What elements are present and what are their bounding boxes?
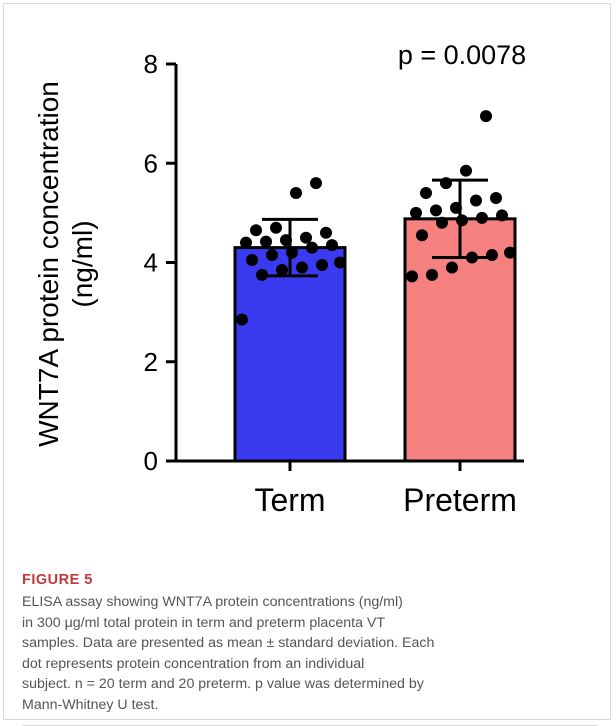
x-label-preterm: Preterm <box>403 482 517 518</box>
data-point-term-16 <box>320 226 332 239</box>
data-point-term-5 <box>316 258 328 271</box>
y-tick-label-0: 0 <box>144 446 158 476</box>
data-point-term-20 <box>310 177 322 190</box>
y-tick-label-4: 4 <box>144 248 158 278</box>
data-point-preterm-1 <box>406 270 418 283</box>
bar-chart: 0 2 4 6 8 Term Preterm WNT7A protein concentrat… <box>33 40 526 518</box>
data-point-preterm-9 <box>456 214 468 227</box>
data-point-preterm-6 <box>504 246 516 259</box>
y-axis-title-line-2: (ng/ml) <box>67 220 98 307</box>
data-point-preterm-11 <box>496 209 508 222</box>
data-point-term-9 <box>286 246 298 259</box>
data-point-term-12 <box>240 236 252 249</box>
x-label-term: Term <box>254 482 325 518</box>
caption-line-5: subject. n = 20 term and 20 preterm. p v… <box>22 676 424 692</box>
caption-line-3: samples. Data are presented as mean ± st… <box>22 635 435 651</box>
figure-label: FIGURE 5 <box>22 572 93 588</box>
data-point-term-6 <box>334 256 346 269</box>
figure-caption: FIGURE 5 ELISA assay showing WNT7A prote… <box>22 564 597 726</box>
caption-line-2: in 300 μg/ml total protein in term and p… <box>22 614 386 631</box>
y-axis-title-line-1: WNT7A protein concentration <box>33 81 64 447</box>
data-point-term-4 <box>296 261 308 274</box>
bar-term <box>233 246 347 463</box>
y-tick-label-6: 6 <box>144 148 158 178</box>
p-value-annotation: p = 0.0078 <box>398 40 526 70</box>
data-point-term-19 <box>290 187 302 200</box>
data-point-term-7 <box>246 254 258 267</box>
bar-preterm <box>403 217 517 463</box>
data-point-preterm-20 <box>480 110 492 123</box>
data-point-term-18 <box>270 221 282 234</box>
data-point-preterm-7 <box>416 229 428 242</box>
data-point-term-13 <box>260 235 272 248</box>
data-point-preterm-19 <box>460 164 472 177</box>
data-point-term-3 <box>276 263 288 276</box>
data-point-preterm-13 <box>430 204 442 217</box>
data-point-preterm-15 <box>470 194 482 207</box>
caption-line-4: dot represents protein concentration fro… <box>22 655 365 672</box>
caption-line-1: ELISA assay showing WNT7A protein concen… <box>22 594 403 610</box>
data-point-term-10 <box>306 241 318 254</box>
data-point-preterm-12 <box>410 206 422 219</box>
data-point-preterm-5 <box>486 249 498 262</box>
data-point-term-15 <box>300 231 312 244</box>
data-point-term-11 <box>326 239 338 252</box>
data-point-preterm-3 <box>446 261 458 274</box>
data-point-preterm-10 <box>476 211 488 224</box>
data-point-preterm-16 <box>490 191 502 204</box>
data-point-preterm-2 <box>426 268 438 281</box>
y-axis-title: WNT7A protein concentration (ng/ml) <box>33 81 98 447</box>
y-tick-label-8: 8 <box>144 49 158 79</box>
data-point-preterm-17 <box>420 187 432 200</box>
data-point-term-1 <box>236 313 248 326</box>
data-point-preterm-8 <box>436 216 448 229</box>
y-tick-label-2: 2 <box>144 347 158 377</box>
caption-line-6: Mann-Whitney U test. <box>22 696 159 713</box>
data-point-term-8 <box>266 249 278 262</box>
data-point-term-17 <box>250 224 262 237</box>
figure-panel: 0 2 4 6 8 Term Preterm WNT7A protein concentrat… <box>3 3 611 726</box>
